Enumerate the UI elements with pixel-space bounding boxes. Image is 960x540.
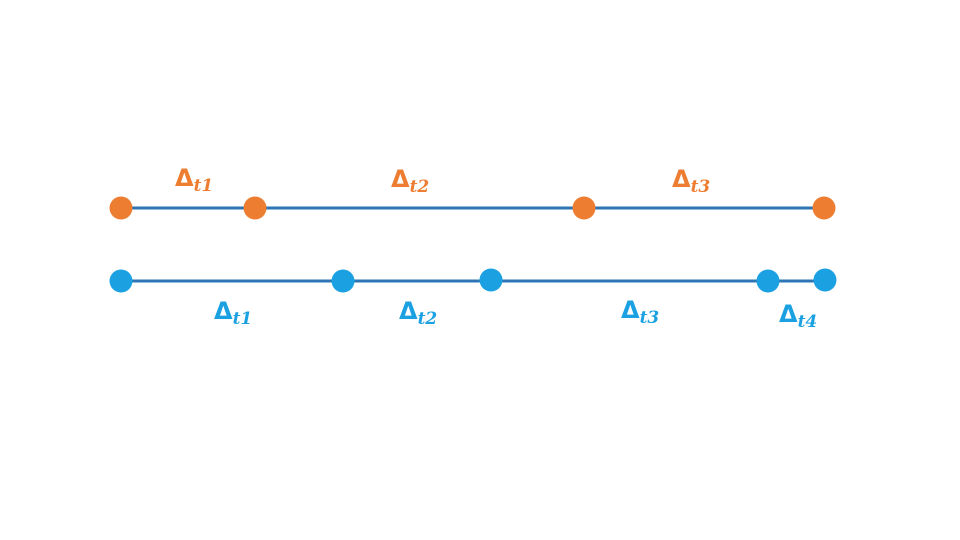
timeline-blue-point-4 xyxy=(756,269,780,293)
delta-symbol: Δ xyxy=(621,296,640,324)
timeline-blue-interval-label-4: Δt4 xyxy=(779,300,817,332)
delta-symbol: Δ xyxy=(214,297,233,325)
timeline-blue-point-2 xyxy=(331,269,355,293)
timeline-blue-interval-label-1: Δt1 xyxy=(214,297,252,329)
timeline-blue: Δt1 Δt2 Δt3 Δt4 xyxy=(109,268,837,332)
interval-subscript: t2 xyxy=(418,309,438,329)
timeline-blue-interval-label-2: Δt2 xyxy=(399,297,437,329)
timeline-blue-interval-label-3: Δt3 xyxy=(621,296,659,328)
interval-subscript: t1 xyxy=(233,309,253,329)
timeline-blue-point-5 xyxy=(813,268,837,292)
timeline-blue-point-3 xyxy=(479,268,503,292)
timeline-blue-point-1 xyxy=(109,269,133,293)
interval-subscript: t3 xyxy=(691,177,711,197)
interval-subscript: t4 xyxy=(798,312,818,332)
timeline-orange-point-2 xyxy=(243,196,267,220)
timeline-orange: Δt1 Δt2 Δt3 xyxy=(109,164,836,220)
delta-symbol: Δ xyxy=(779,300,798,328)
delta-symbol: Δ xyxy=(399,297,418,325)
timeline-orange-point-1 xyxy=(109,196,133,220)
delta-symbol: Δ xyxy=(175,164,194,192)
timeline-orange-interval-label-1: Δt1 xyxy=(175,164,213,196)
timeline-orange-interval-label-3: Δt3 xyxy=(672,165,710,197)
timeline-orange-point-3 xyxy=(572,196,596,220)
timeline-orange-interval-label-2: Δt2 xyxy=(391,165,429,197)
interval-subscript: t3 xyxy=(640,308,660,328)
timeline-orange-point-4 xyxy=(812,196,836,220)
delta-symbol: Δ xyxy=(391,165,410,193)
interval-subscript: t2 xyxy=(410,177,430,197)
interval-subscript: t1 xyxy=(194,176,214,196)
delta-symbol: Δ xyxy=(672,165,691,193)
